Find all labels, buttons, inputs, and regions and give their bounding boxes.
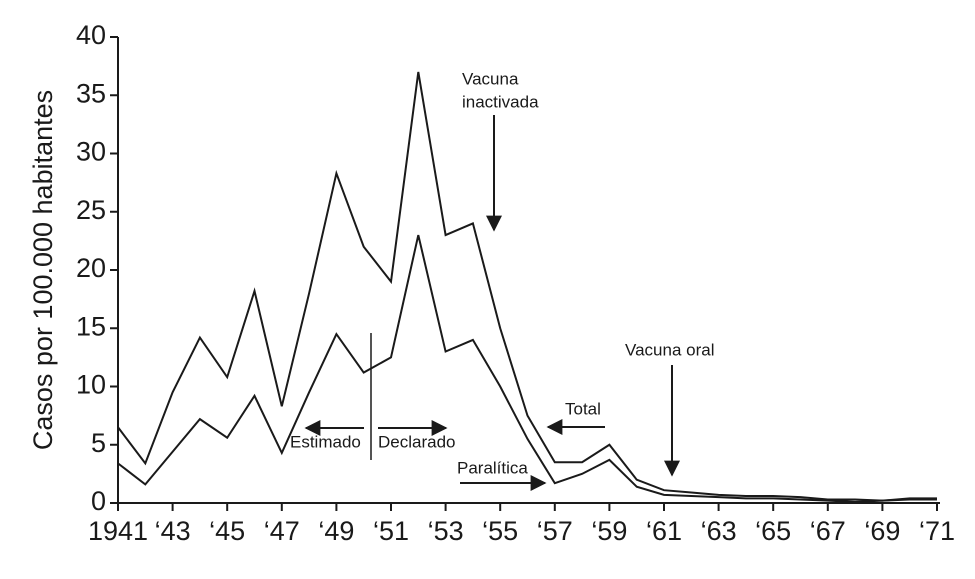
- x-tick-label: ‘43: [155, 516, 191, 546]
- y-tick-label: 15: [76, 311, 106, 341]
- y-axis-label: Casos por 100.000 habitantes: [28, 90, 58, 450]
- annotation: Vacuna: [462, 69, 519, 88]
- y-tick-label: 5: [91, 428, 106, 458]
- y-tick-label: 25: [76, 195, 106, 225]
- x-tick-label: ‘45: [209, 516, 245, 546]
- y-tick-label: 20: [76, 253, 106, 283]
- y-tick-label: 30: [76, 137, 106, 167]
- x-tick-label: ‘71: [919, 516, 955, 546]
- annotation: Vacuna oral: [625, 340, 714, 359]
- x-tick-label: ‘53: [428, 516, 464, 546]
- annotation: inactivada: [462, 92, 539, 111]
- x-tick-label: ‘55: [482, 516, 518, 546]
- x-tick-label: 1941: [88, 516, 148, 546]
- y-tick-label: 0: [91, 486, 106, 516]
- x-tick-label: ‘51: [373, 516, 409, 546]
- series-label: Paralítica: [457, 458, 528, 477]
- series-label: Total: [565, 399, 601, 418]
- x-tick-label: ‘69: [864, 516, 900, 546]
- x-tick-label: ‘61: [646, 516, 682, 546]
- y-tick-label: 35: [76, 78, 106, 108]
- x-tick-label: ‘49: [318, 516, 354, 546]
- x-tick-label: ‘67: [810, 516, 846, 546]
- x-tick-label: ‘47: [264, 516, 300, 546]
- x-tick-label: ‘59: [591, 516, 627, 546]
- y-tick-label: 40: [76, 20, 106, 50]
- x-tick-label: ‘57: [537, 516, 573, 546]
- annotation: Estimado: [290, 432, 361, 451]
- series-line: [117, 234, 937, 503]
- x-tick-label: ‘65: [755, 516, 791, 546]
- annotation: Declarado: [378, 432, 456, 451]
- y-tick-label: 10: [76, 370, 106, 400]
- series-line: [117, 71, 937, 502]
- x-tick-label: ‘63: [701, 516, 737, 546]
